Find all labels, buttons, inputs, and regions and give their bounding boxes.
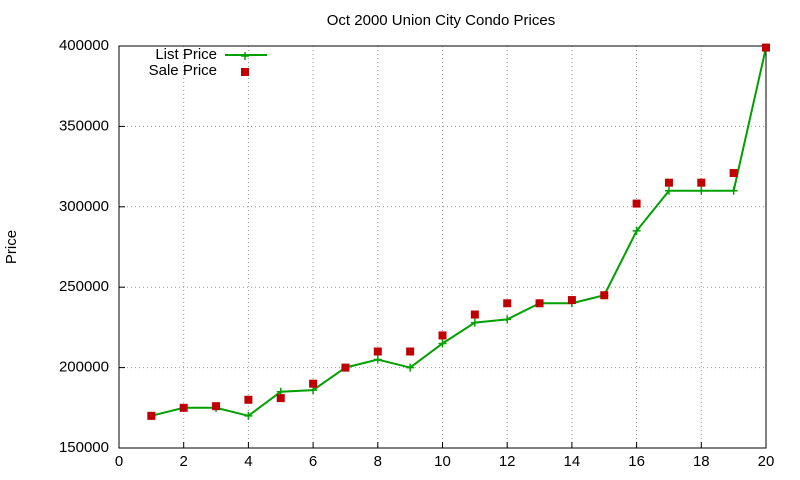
data-point [632, 199, 641, 208]
data-point [406, 347, 415, 356]
x-tick-label: 14 [564, 453, 581, 470]
legend-label: List Price [155, 46, 217, 63]
data-point [762, 43, 770, 52]
y-tick-label: 350000 [59, 117, 109, 134]
data-point [470, 318, 479, 327]
data-point [438, 331, 447, 340]
series-line [151, 47, 767, 417]
legend-label: Sale Price [149, 62, 217, 79]
y-tick-label: 250000 [59, 278, 109, 295]
data-point [244, 411, 253, 420]
x-tick-label: 20 [758, 453, 775, 470]
y-tick-label: 300000 [59, 198, 109, 215]
data-point [632, 226, 641, 235]
x-tick-label: 6 [309, 453, 317, 470]
data-point [729, 169, 738, 178]
data-point [664, 186, 673, 195]
x-tick-label: 10 [434, 453, 451, 470]
data-point [438, 339, 447, 348]
plot-frame [118, 45, 767, 449]
data-point [373, 355, 382, 364]
data-point [567, 296, 576, 305]
data-point [373, 347, 382, 356]
x-tick-label: 18 [693, 453, 710, 470]
data-point [147, 411, 156, 420]
data-point [212, 402, 221, 411]
data-point [341, 363, 350, 372]
data-point [664, 178, 673, 187]
data-point [276, 394, 285, 403]
x-tick-label: 12 [499, 453, 516, 470]
data-point [697, 178, 706, 187]
y-tick-label: 150000 [59, 439, 109, 456]
data-point [697, 186, 706, 195]
data-point [503, 315, 512, 324]
data-point [600, 291, 609, 300]
data-point [179, 403, 188, 412]
data-point [470, 310, 479, 319]
chart-title: Oct 2000 Union City Condo Prices [327, 12, 555, 29]
legend-marker [241, 52, 249, 60]
data-point [535, 299, 544, 308]
x-tick-label: 16 [628, 453, 645, 470]
x-tick-label: 0 [115, 453, 123, 470]
x-tick-label: 8 [374, 453, 382, 470]
legend-marker [241, 68, 249, 76]
data-point [244, 395, 253, 404]
x-tick-label: 4 [244, 453, 252, 470]
x-tick-label: 2 [180, 453, 188, 470]
data-point [729, 186, 738, 195]
data-point [309, 379, 318, 388]
y-axis-label: Price [3, 230, 20, 264]
y-tick-label: 200000 [59, 359, 109, 376]
data-point [503, 299, 512, 308]
y-tick-label: 400000 [59, 37, 109, 54]
data-point [406, 363, 415, 372]
